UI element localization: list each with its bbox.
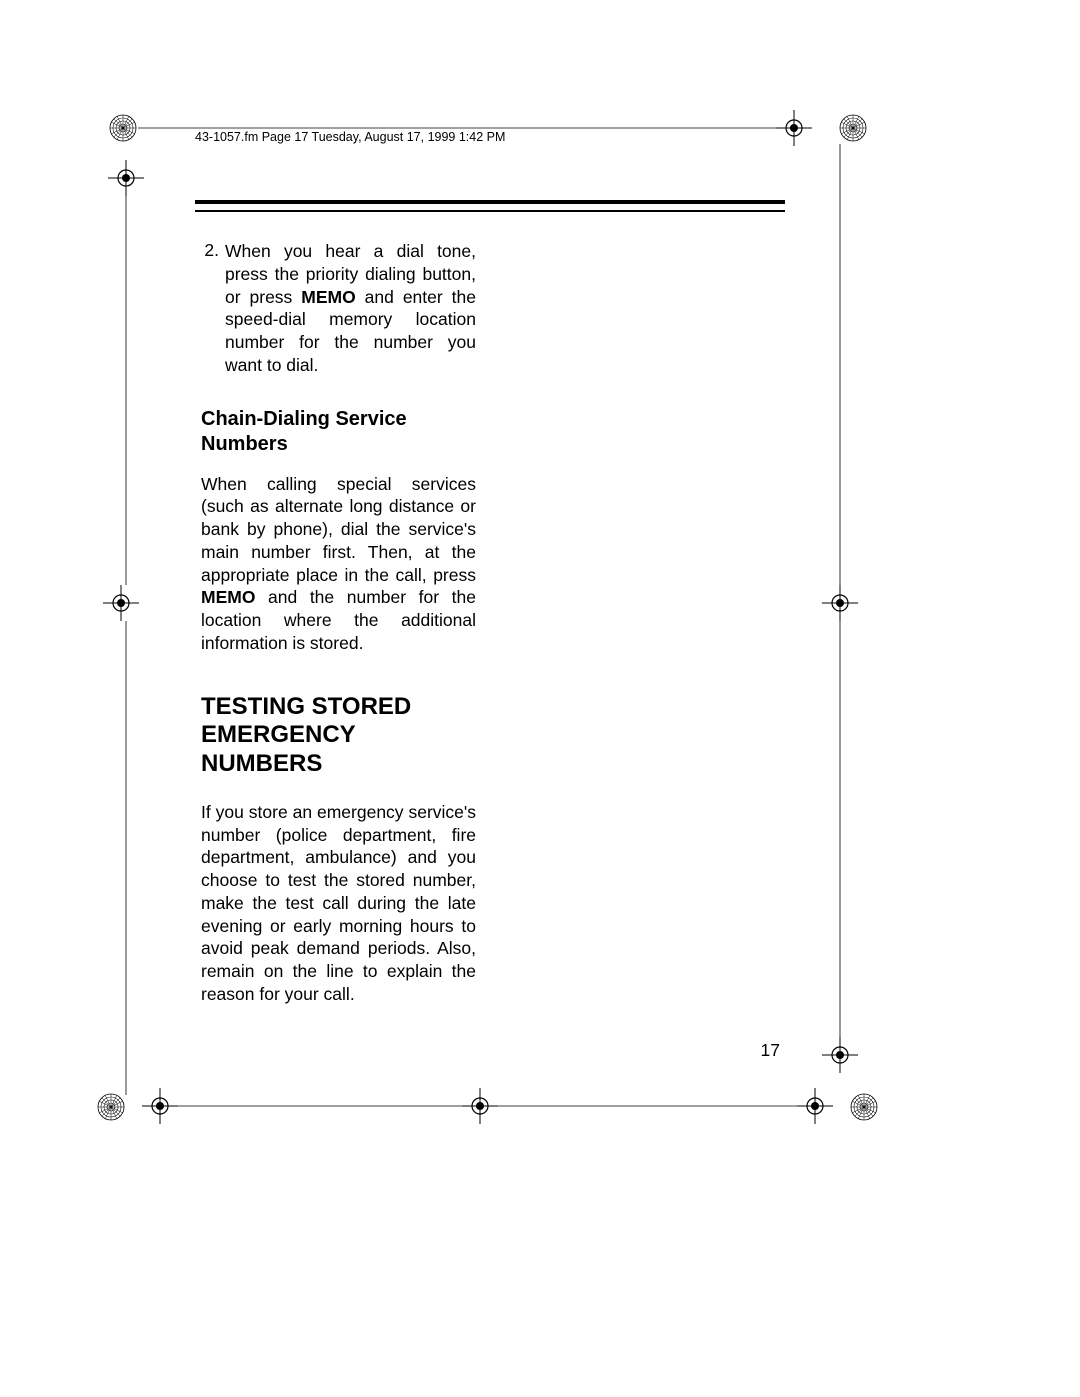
rosette-icon (96, 1092, 126, 1122)
paragraph-testing: If you store an emergency service's numb… (201, 801, 476, 1006)
subheading-chain-dialing: Chain-Dialing Service Numbers (201, 407, 476, 457)
crosshair-icon (797, 1088, 833, 1124)
memo-keyword-2: MEMO (201, 587, 255, 607)
page-header: 43-1057.fm Page 17 Tuesday, August 17, 1… (195, 130, 785, 144)
crosshair-icon (142, 1088, 178, 1124)
list-number: 2. (201, 240, 225, 377)
page-number: 17 (761, 1040, 780, 1061)
list-item-2: 2. When you hear a dial tone, press the … (201, 240, 476, 377)
top-thin-rule (195, 210, 785, 212)
crosshair-icon (822, 585, 858, 621)
memo-keyword: MEMO (301, 287, 355, 307)
header-text: 43-1057.fm Page 17 Tuesday, August 17, 1… (195, 130, 505, 144)
top-thick-rule (195, 200, 785, 204)
crosshair-icon (462, 1088, 498, 1124)
rosette-icon (838, 113, 868, 143)
section-heading-testing: TESTING STORED EMERGENCY NUMBERS (201, 693, 476, 779)
rosette-icon (108, 113, 138, 143)
content-column: 2. When you hear a dial tone, press the … (201, 240, 476, 1044)
rosette-icon (849, 1092, 879, 1122)
crosshair-icon (103, 585, 139, 621)
paragraph-chain-dialing: When calling special services (such as a… (201, 473, 476, 655)
crosshair-icon (108, 160, 144, 196)
list-text: When you hear a dial tone, press the pri… (225, 240, 476, 377)
para1-before: When calling special services (such as a… (201, 474, 476, 585)
crosshair-icon (822, 1037, 858, 1073)
crosshair-icon (776, 110, 812, 146)
